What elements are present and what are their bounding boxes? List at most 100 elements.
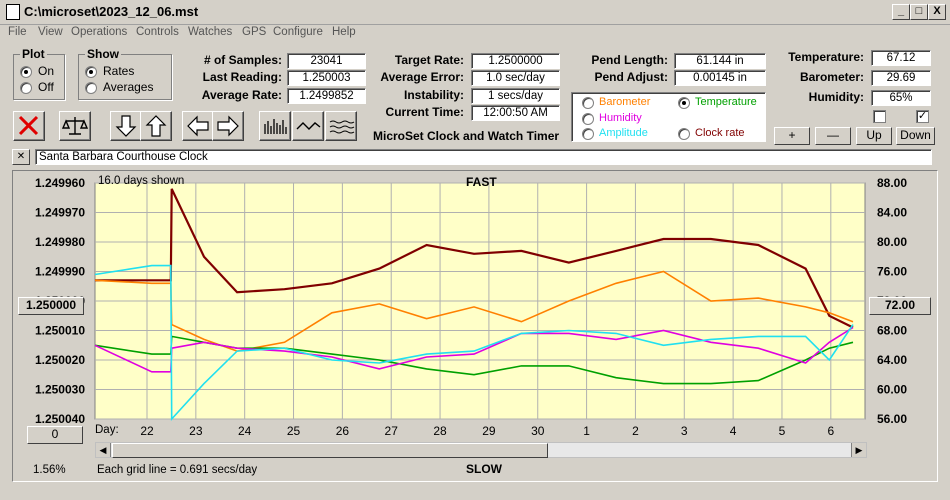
up-button[interactable]: Up [856, 127, 892, 145]
current-time-label: Current Time: [385, 105, 464, 119]
checkbox-2[interactable]: ✓ [916, 110, 929, 123]
grid-note-label: Each grid line = 0.691 secs/day [97, 464, 258, 476]
histogram-button[interactable] [259, 111, 291, 141]
y-left-tick-label: 1.249980 [35, 235, 85, 249]
y-right-tick-label: 80.00 [877, 235, 907, 249]
rate-chart[interactable]: 1.249960 88.00 1.249970 84.00 1.249980 80.00 1… [13, 171, 937, 481]
x-tick-label: 22 [140, 424, 154, 438]
menu-view[interactable]: View [38, 26, 63, 38]
waveform-button[interactable] [292, 111, 324, 141]
show-averages-radio[interactable] [85, 82, 97, 94]
balance-button[interactable] [59, 111, 91, 141]
x-tick-label: 4 [730, 424, 737, 438]
red-x-icon [18, 115, 39, 136]
horizontal-scrollbar[interactable]: ◀ ▶ [95, 442, 867, 458]
plus-button[interactable]: + [774, 127, 810, 145]
scroll-left-button[interactable] [182, 111, 214, 141]
center-temp-button[interactable]: 72.00 [869, 297, 931, 315]
menu-help[interactable]: Help [332, 26, 356, 38]
pend-adjust-field[interactable]: 0.00145 in [674, 70, 766, 86]
scrollbar-thumb[interactable] [112, 443, 548, 458]
clockrate-option: Clock rate [695, 127, 745, 139]
y-right-tick-label: 64.00 [877, 353, 907, 367]
scroll-right-button[interactable] [212, 111, 244, 141]
menu-watches[interactable]: Watches [188, 26, 233, 38]
menu-controls[interactable]: Controls [136, 26, 179, 38]
x-tick-label: 29 [482, 424, 496, 438]
samples-label: # of Samples: [203, 53, 282, 67]
y-right-tick-label: 88.00 [877, 176, 907, 190]
average-error-field: 1.0 sec/day [471, 70, 560, 86]
y-left-tick-label: 1.250040 [35, 412, 85, 426]
average-rate-label: Average Rate: [201, 88, 282, 102]
series-line-2 [94, 335, 854, 385]
plot-panel: 1.249960 88.00 1.249970 84.00 1.249980 80.00 1… [12, 170, 938, 482]
target-rate-field[interactable]: 1.2500000 [471, 53, 560, 69]
average-error-label: Average Error: [380, 70, 464, 84]
target-rate-label: Target Rate: [394, 53, 464, 67]
arrow-down-icon [115, 115, 137, 137]
menu-operations[interactable]: Operations [71, 26, 128, 38]
fast-label: FAST [466, 175, 497, 189]
close-button[interactable]: X [928, 4, 946, 20]
minus-button[interactable]: — [815, 127, 851, 145]
x-tick-label: 24 [238, 424, 252, 438]
clear-name-button[interactable]: ✕ [12, 149, 30, 165]
humidity-label: Humidity: [808, 90, 864, 104]
scroll-right-arrow-icon[interactable]: ▶ [851, 443, 866, 457]
series-selector: Barometer Temperature Humidity Amplitude… [571, 92, 766, 142]
instability-label: Instability: [403, 88, 464, 102]
temperature-field: 67.12 [871, 50, 931, 66]
menu-file[interactable]: File [8, 26, 27, 38]
temperature-label: Temperature: [788, 50, 864, 64]
show-rates-radio[interactable] [85, 66, 97, 78]
plot-group-title: Plot [20, 47, 47, 61]
stop-button[interactable] [13, 111, 45, 141]
histogram-icon [264, 119, 287, 134]
x-tick-label: 2 [632, 424, 639, 438]
center-rate-button[interactable]: 1.250000 [18, 297, 84, 315]
barometer-field: 29.69 [871, 70, 931, 86]
clockrate-radio[interactable] [678, 128, 690, 140]
current-time-field: 12:00:50 AM [471, 105, 560, 121]
zero-button[interactable]: 0 [27, 426, 83, 444]
x-tick-label: 26 [336, 424, 350, 438]
temperature-option: Temperature [695, 96, 757, 108]
barometer-label: Barometer: [799, 70, 864, 84]
noise-button[interactable] [325, 111, 357, 141]
clock-name-field[interactable]: Santa Barbara Courthouse Clock [35, 149, 932, 165]
percent-label: 1.56% [33, 464, 66, 476]
show-group: Show Rates Averages [78, 47, 172, 100]
x-tick-label: 30 [531, 424, 545, 438]
minimize-button[interactable]: _ [892, 4, 910, 20]
maximize-button[interactable]: □ [910, 4, 928, 20]
y-left-tick-label: 1.250010 [35, 324, 85, 338]
app-title-label: MicroSet Clock and Watch Timer [373, 129, 560, 143]
show-averages-label: Averages [103, 80, 154, 94]
scroll-down-button[interactable] [110, 111, 142, 141]
x-tick-label: 5 [779, 424, 786, 438]
barometer-radio[interactable] [582, 97, 594, 109]
menu-gps[interactable]: GPS [242, 26, 267, 38]
scroll-left-arrow-icon[interactable]: ◀ [96, 443, 111, 457]
temperature-radio[interactable] [678, 97, 690, 109]
series-line-4 [94, 264, 854, 422]
y-left-tick-label: 1.250030 [35, 383, 85, 397]
menu-configure[interactable]: Configure [273, 26, 323, 38]
pend-length-field[interactable]: 61.144 in [674, 53, 766, 69]
x-tick-label: 25 [287, 424, 301, 438]
y-left-tick-label: 1.249990 [35, 265, 85, 279]
checkbox-1[interactable] [873, 110, 886, 123]
plot-on-radio[interactable] [20, 66, 32, 78]
x-tick-label: 27 [385, 424, 399, 438]
plot-off-radio[interactable] [20, 82, 32, 94]
scroll-up-button[interactable] [140, 111, 172, 141]
amplitude-radio[interactable] [582, 128, 594, 140]
arrow-up-icon [145, 115, 167, 137]
humidity-radio[interactable] [582, 113, 594, 125]
plot-group: Plot On Off [13, 47, 65, 100]
down-button[interactable]: Down [896, 127, 935, 145]
app-icon [6, 4, 20, 20]
samples-field: 23041 [287, 53, 366, 69]
y-left-tick-label: 1.250020 [35, 353, 85, 367]
